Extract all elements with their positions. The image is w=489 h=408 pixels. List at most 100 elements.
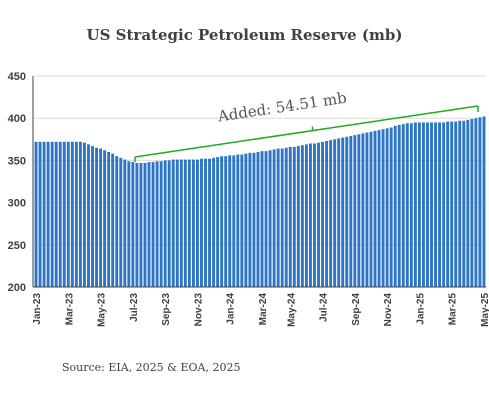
source-note: Source: EIA, 2025 & EOA, 2025 bbox=[62, 361, 241, 374]
bar bbox=[74, 141, 78, 287]
bar bbox=[337, 138, 341, 287]
bar bbox=[252, 152, 256, 287]
bar bbox=[91, 146, 94, 287]
bar bbox=[216, 157, 220, 287]
bar bbox=[284, 147, 288, 287]
bar bbox=[389, 127, 393, 287]
bar bbox=[62, 141, 66, 287]
x-tick-label: May-25 bbox=[480, 293, 489, 327]
bar bbox=[397, 124, 401, 288]
bar bbox=[345, 136, 349, 287]
bar bbox=[204, 158, 207, 287]
bar bbox=[413, 122, 417, 287]
y-tick-label: 300 bbox=[8, 198, 26, 210]
bar bbox=[70, 141, 74, 287]
x-tick-label: Mar-25 bbox=[448, 293, 459, 326]
bar bbox=[361, 133, 365, 287]
bar bbox=[115, 156, 119, 287]
bar bbox=[256, 151, 260, 287]
bar bbox=[280, 148, 284, 287]
bar bbox=[474, 118, 478, 287]
x-tick-label: Nov-23 bbox=[193, 293, 204, 327]
bar bbox=[95, 147, 99, 287]
bar bbox=[393, 125, 397, 288]
bar bbox=[438, 122, 442, 287]
bar bbox=[143, 162, 147, 287]
bar bbox=[179, 159, 183, 287]
bar bbox=[308, 143, 312, 287]
bar bbox=[458, 120, 462, 288]
bar bbox=[377, 130, 381, 287]
bar bbox=[78, 141, 82, 287]
bar bbox=[191, 159, 195, 287]
bar bbox=[300, 145, 304, 287]
bar bbox=[163, 160, 167, 287]
bar bbox=[123, 159, 127, 287]
x-tick-label: May-24 bbox=[286, 293, 297, 327]
x-tick-label: Mar-24 bbox=[258, 293, 269, 326]
bar bbox=[175, 159, 179, 287]
bars bbox=[34, 116, 486, 288]
bar bbox=[296, 146, 300, 287]
bar bbox=[228, 155, 232, 287]
bar bbox=[373, 130, 377, 287]
bar bbox=[264, 151, 268, 287]
x-tick-label: Mar-23 bbox=[64, 293, 75, 326]
bar bbox=[34, 141, 38, 287]
bar bbox=[260, 151, 264, 287]
bar bbox=[38, 141, 42, 287]
annotation-label: Added: 54.51 mb bbox=[216, 89, 348, 126]
bar bbox=[321, 141, 325, 287]
bar bbox=[409, 123, 413, 287]
bar bbox=[46, 141, 50, 287]
bar bbox=[232, 155, 236, 287]
bar bbox=[381, 129, 385, 287]
bar bbox=[482, 116, 486, 288]
bar bbox=[329, 140, 333, 287]
bar bbox=[462, 120, 466, 288]
bar bbox=[111, 153, 115, 287]
bar bbox=[187, 159, 191, 287]
bar bbox=[82, 142, 86, 287]
bar bbox=[248, 152, 252, 287]
bar bbox=[139, 162, 143, 287]
bar bbox=[442, 122, 446, 287]
bar bbox=[357, 134, 361, 287]
bar bbox=[147, 162, 151, 287]
bar bbox=[103, 150, 107, 287]
bar bbox=[183, 159, 187, 287]
bar bbox=[385, 128, 389, 287]
bar bbox=[135, 162, 139, 287]
y-tick-labels: 200 250 300 350 400 450 bbox=[8, 71, 26, 294]
bar bbox=[167, 160, 171, 287]
x-tick-label: Jan-23 bbox=[32, 293, 43, 325]
bar bbox=[66, 141, 70, 287]
bar bbox=[119, 157, 123, 287]
bar bbox=[478, 117, 482, 287]
bar bbox=[171, 159, 175, 287]
bar bbox=[288, 146, 292, 287]
bar bbox=[276, 148, 280, 287]
bar bbox=[236, 154, 240, 287]
bar bbox=[208, 158, 212, 287]
bar bbox=[349, 135, 353, 287]
bar bbox=[333, 139, 337, 287]
bar bbox=[430, 122, 433, 287]
bar bbox=[151, 162, 155, 287]
bar bbox=[127, 161, 131, 287]
bar bbox=[244, 153, 248, 287]
bar bbox=[50, 141, 54, 287]
bar bbox=[54, 141, 58, 287]
bar bbox=[159, 161, 163, 287]
x-tick-label: Nov-24 bbox=[383, 293, 394, 327]
bar bbox=[99, 148, 103, 287]
x-tick-label: Jul-24 bbox=[319, 293, 330, 322]
bar bbox=[341, 137, 345, 287]
bar bbox=[450, 121, 454, 288]
bar bbox=[325, 140, 329, 287]
bar bbox=[446, 121, 450, 288]
bar bbox=[200, 158, 203, 287]
x-tick-label: Jan-24 bbox=[226, 293, 237, 325]
x-tick-label: Sep-23 bbox=[161, 293, 172, 326]
